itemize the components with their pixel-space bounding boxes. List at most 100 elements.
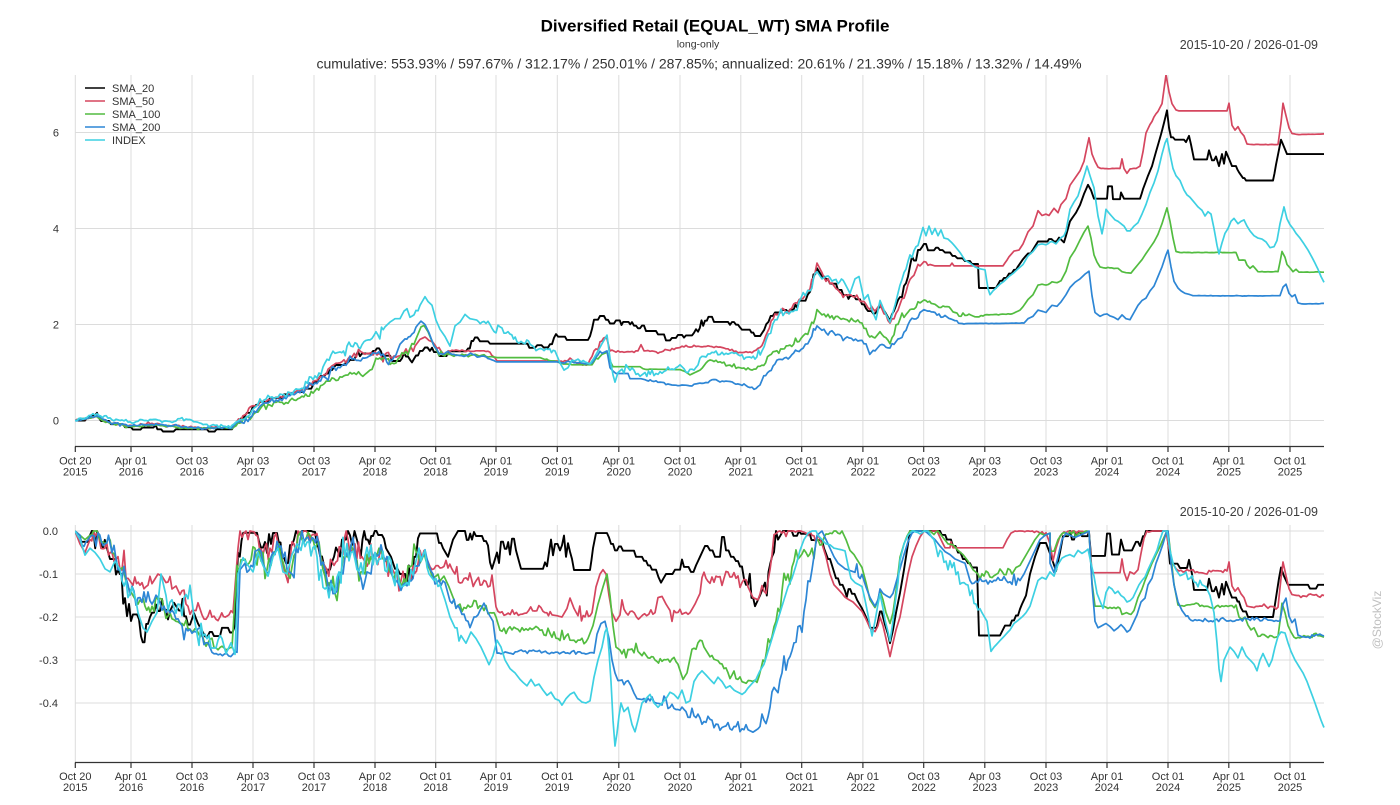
svg-text:Apr 01: Apr 01	[1213, 771, 1245, 783]
svg-text:2020: 2020	[607, 467, 631, 479]
svg-text:2018: 2018	[423, 467, 447, 479]
svg-text:2020: 2020	[668, 782, 692, 794]
svg-text:Apr 03: Apr 03	[969, 456, 1001, 468]
svg-text:2025: 2025	[1278, 782, 1302, 794]
svg-text:-0.3: -0.3	[39, 655, 58, 667]
svg-text:2019: 2019	[484, 467, 508, 479]
svg-text:Apr 01: Apr 01	[847, 456, 879, 468]
svg-text:2025: 2025	[1278, 467, 1302, 479]
svg-text:2015: 2015	[63, 467, 87, 479]
svg-text:4: 4	[53, 224, 59, 236]
svg-text:Oct 01: Oct 01	[1152, 771, 1184, 783]
svg-text:Apr 01: Apr 01	[115, 771, 147, 783]
svg-text:Oct 01: Oct 01	[664, 456, 696, 468]
svg-text:Apr 01: Apr 01	[1091, 771, 1123, 783]
svg-text:-0.2: -0.2	[39, 612, 58, 624]
svg-text:2022: 2022	[911, 782, 935, 794]
svg-text:2023: 2023	[1034, 467, 1058, 479]
svg-text:Oct 01: Oct 01	[419, 771, 451, 783]
svg-text:2023: 2023	[973, 467, 997, 479]
svg-text:2019: 2019	[545, 782, 569, 794]
svg-text:Oct 20: Oct 20	[59, 771, 91, 783]
svg-text:2016: 2016	[119, 467, 143, 479]
svg-text:Apr 01: Apr 01	[847, 771, 879, 783]
svg-text:Oct 01: Oct 01	[1274, 771, 1306, 783]
svg-text:Oct 03: Oct 03	[1030, 771, 1062, 783]
svg-text:2020: 2020	[607, 782, 631, 794]
svg-text:Apr 01: Apr 01	[480, 456, 512, 468]
svg-text:2022: 2022	[851, 467, 875, 479]
svg-text:Apr 02: Apr 02	[359, 456, 391, 468]
svg-text:2019: 2019	[484, 782, 508, 794]
svg-text:Apr 03: Apr 03	[237, 456, 269, 468]
svg-text:Oct 01: Oct 01	[541, 456, 573, 468]
svg-text:2017: 2017	[241, 467, 265, 479]
svg-text:@StockViz: @StockViz	[1370, 591, 1384, 650]
svg-text:Apr 01: Apr 01	[115, 456, 147, 468]
svg-text:2024: 2024	[1156, 782, 1180, 794]
svg-text:2024: 2024	[1095, 782, 1119, 794]
svg-text:2015-10-20 / 2026-01-09: 2015-10-20 / 2026-01-09	[1180, 38, 1318, 52]
svg-text:Oct 01: Oct 01	[419, 456, 451, 468]
svg-text:Oct 03: Oct 03	[907, 771, 939, 783]
svg-text:2020: 2020	[668, 467, 692, 479]
svg-text:2022: 2022	[911, 467, 935, 479]
svg-text:2016: 2016	[180, 782, 204, 794]
svg-text:2018: 2018	[423, 782, 447, 794]
svg-text:2017: 2017	[302, 467, 326, 479]
svg-text:SMA_20: SMA_20	[112, 83, 154, 95]
svg-text:Apr 02: Apr 02	[359, 771, 391, 783]
svg-text:0: 0	[53, 416, 59, 428]
svg-text:Apr 01: Apr 01	[725, 771, 757, 783]
svg-text:Diversified Retail (EQUAL_WT): Diversified Retail (EQUAL_WT) SMA Profil…	[541, 17, 890, 36]
svg-text:Apr 01: Apr 01	[480, 771, 512, 783]
svg-text:2018: 2018	[363, 467, 387, 479]
svg-text:2015-10-20 / 2026-01-09: 2015-10-20 / 2026-01-09	[1180, 505, 1318, 519]
svg-text:Apr 01: Apr 01	[1213, 456, 1245, 468]
svg-text:2024: 2024	[1156, 467, 1180, 479]
svg-text:Apr 01: Apr 01	[1091, 456, 1123, 468]
svg-text:Oct 03: Oct 03	[298, 771, 330, 783]
svg-text:2017: 2017	[241, 782, 265, 794]
svg-text:-0.4: -0.4	[39, 698, 58, 710]
svg-text:6: 6	[53, 128, 59, 140]
svg-text:2023: 2023	[973, 782, 997, 794]
svg-text:2: 2	[53, 320, 59, 332]
svg-text:Oct 03: Oct 03	[176, 456, 208, 468]
svg-text:2019: 2019	[545, 467, 569, 479]
svg-text:2023: 2023	[1034, 782, 1058, 794]
svg-text:cumulative: 553.93% / 597.67%: cumulative: 553.93% / 597.67% / 312.17% …	[316, 56, 1081, 72]
svg-text:-0.1: -0.1	[39, 569, 58, 581]
svg-text:2022: 2022	[851, 782, 875, 794]
svg-text:2018: 2018	[363, 782, 387, 794]
svg-text:INDEX: INDEX	[112, 135, 146, 147]
svg-text:Apr 01: Apr 01	[603, 456, 635, 468]
svg-text:Oct 01: Oct 01	[541, 771, 573, 783]
svg-text:2017: 2017	[302, 782, 326, 794]
svg-text:2016: 2016	[180, 467, 204, 479]
svg-text:2021: 2021	[789, 467, 813, 479]
svg-text:2021: 2021	[789, 782, 813, 794]
svg-text:Oct 03: Oct 03	[176, 771, 208, 783]
svg-text:Apr 01: Apr 01	[603, 771, 635, 783]
svg-text:Oct 01: Oct 01	[785, 771, 817, 783]
svg-text:long-only: long-only	[677, 39, 720, 51]
svg-text:0.0: 0.0	[43, 526, 58, 538]
svg-text:Oct 01: Oct 01	[1274, 456, 1306, 468]
svg-text:2021: 2021	[729, 782, 753, 794]
svg-text:2016: 2016	[119, 782, 143, 794]
svg-text:Oct 03: Oct 03	[1030, 456, 1062, 468]
svg-text:SMA_100: SMA_100	[112, 109, 160, 121]
svg-text:2021: 2021	[729, 467, 753, 479]
svg-text:2025: 2025	[1217, 467, 1241, 479]
svg-text:Oct 03: Oct 03	[298, 456, 330, 468]
svg-text:2025: 2025	[1217, 782, 1241, 794]
svg-text:SMA_50: SMA_50	[112, 96, 154, 108]
svg-text:Oct 20: Oct 20	[59, 456, 91, 468]
svg-text:Oct 01: Oct 01	[785, 456, 817, 468]
svg-text:Oct 03: Oct 03	[907, 456, 939, 468]
svg-text:Oct 01: Oct 01	[664, 771, 696, 783]
svg-text:2015: 2015	[63, 782, 87, 794]
svg-text:SMA_200: SMA_200	[112, 122, 160, 134]
svg-text:2024: 2024	[1095, 467, 1119, 479]
